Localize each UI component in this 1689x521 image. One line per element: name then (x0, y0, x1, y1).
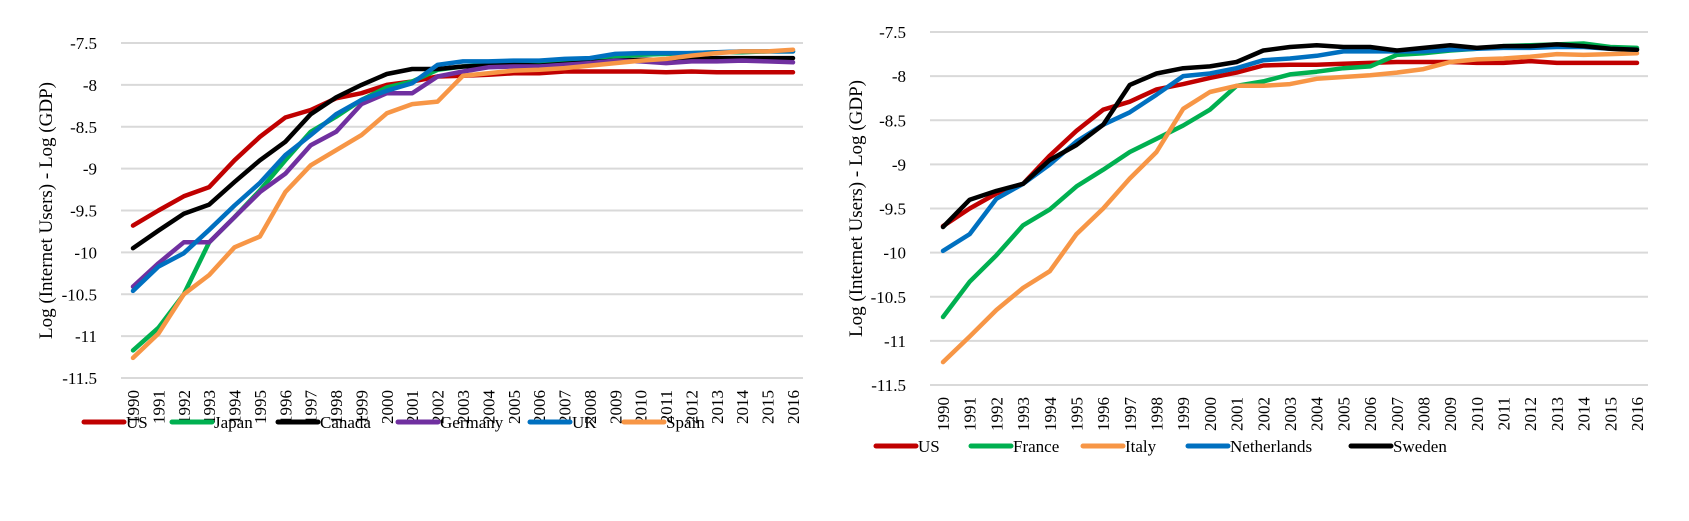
x-tick-label: 1990 (124, 390, 143, 424)
y-tick-label: -10.5 (871, 288, 906, 307)
x-tick-label: 2013 (708, 390, 727, 424)
x-tick-label: 1992 (987, 397, 1006, 431)
y-axis-label: Log (Internet Users) - Log (GDP) (846, 80, 867, 337)
x-tick-label: 2009 (1441, 397, 1460, 431)
series-line-netherlands (940, 44, 1640, 254)
y-tick-label: -8.5 (70, 118, 97, 137)
y-tick-label: -8 (83, 76, 97, 95)
x-tick-label: 1995 (251, 390, 270, 424)
x-tick-label: 2004 (479, 390, 498, 425)
chart-left: -7.5 -8 -8.5 -9 -9.5 -10 -10.5 -11 -11.5 Log (Int… (36, 34, 803, 432)
x-tick-label: 1998 (327, 390, 346, 424)
x-tick-label: 1996 (1094, 397, 1113, 431)
x-tick-label: 2008 (581, 390, 600, 424)
x-tick-label: 1991 (961, 397, 980, 431)
y-tick-label: -11 (75, 327, 97, 346)
x-tick-label: 2014 (1575, 397, 1594, 432)
y-tick-label: -9 (892, 155, 906, 174)
y-axis-label: Log (Internet Users) - Log (GDP) (36, 82, 57, 339)
series-line-japan (130, 49, 796, 353)
series-line-us (130, 69, 796, 228)
series-line-italy (940, 50, 1640, 365)
chart-right: -7.5 -8 -8.5 -9 -9.5 -10 -10.5 -11 -11.5 Log (Int… (846, 23, 1648, 456)
x-tick-label: 1994 (226, 390, 245, 425)
x-tick-label: 2011 (1495, 397, 1514, 430)
y-tick-label: -10 (883, 244, 906, 263)
y-tick-label: -8.5 (879, 111, 906, 130)
series-line-sweden (940, 42, 1640, 230)
x-tick-label: 2012 (682, 390, 701, 424)
y-tick-label: -8 (892, 67, 906, 86)
x-tick-label: 1997 (1121, 397, 1140, 432)
x-tick-label: 2009 (606, 390, 625, 424)
x-tick-label: 2002 (429, 390, 448, 424)
x-tick-label: 2003 (454, 390, 473, 424)
x-tick-label: 2005 (505, 390, 524, 424)
x-tick-label: 2012 (1521, 397, 1540, 431)
x-tick-label: 1998 (1148, 397, 1167, 431)
legend-label-sweden: Sweden (1393, 437, 1447, 456)
x-tick-label: 2015 (1601, 397, 1620, 431)
x-tick-label: 2011 (657, 390, 676, 423)
y-tick-label: -7.5 (70, 34, 97, 53)
legend-label-canada: Canada (320, 413, 371, 432)
x-tick-label: 2001 (403, 390, 422, 424)
x-tick-label: 2014 (733, 390, 752, 425)
series-line-canada (130, 55, 796, 251)
legend-label-us: US (126, 413, 148, 432)
legend-label-us: US (918, 437, 940, 456)
x-tick-label: 1995 (1067, 397, 1086, 431)
legend-label-japan: Japan (214, 413, 253, 432)
x-tick-label: 2007 (556, 390, 575, 425)
x-tick-label: 2008 (1414, 397, 1433, 431)
series-line-germany (130, 58, 796, 289)
x-tick-label: 1999 (1174, 397, 1193, 431)
x-tick-label: 1991 (149, 390, 168, 424)
x-tick-label: 2005 (1334, 397, 1353, 431)
y-tick-label: -9.5 (70, 202, 97, 221)
x-tick-label: 2006 (530, 390, 549, 424)
series-line-uk (130, 49, 796, 294)
x-tick-label: 2004 (1308, 397, 1327, 432)
legend-label-uk: UK (572, 413, 597, 432)
x-tick-label: 1994 (1041, 397, 1060, 432)
legend-label-netherlands: Netherlands (1230, 437, 1312, 456)
series-line-us (940, 58, 1640, 229)
x-tick-label: 2010 (632, 390, 651, 424)
y-tick-label: -10.5 (62, 285, 97, 304)
x-tick-label: 1993 (1014, 397, 1033, 431)
legend-label-france: France (1013, 437, 1059, 456)
legend-label-italy: Italy (1125, 437, 1157, 456)
y-tick-label: -7.5 (879, 23, 906, 42)
legend-label-germany: Germany (440, 413, 504, 432)
x-tick-label: 2002 (1254, 397, 1273, 431)
y-tick-label: -9.5 (879, 200, 906, 219)
series-line-spain (130, 47, 796, 361)
x-tick-label: 1993 (200, 390, 219, 424)
legend-label-spain: Spain (666, 413, 705, 432)
x-tick-label: 2015 (759, 390, 778, 424)
x-tick-label: 2016 (1628, 397, 1647, 431)
x-tick-label: 1997 (302, 390, 321, 425)
x-tick-label: 1996 (276, 390, 295, 424)
x-tick-label: 2007 (1388, 397, 1407, 432)
x-tick-label: 2010 (1468, 397, 1487, 431)
x-tick-label: 1990 (934, 397, 953, 431)
y-tick-label: -11.5 (62, 369, 97, 388)
x-tick-label: 2003 (1281, 397, 1300, 431)
x-tick-label: 2000 (378, 390, 397, 424)
y-tick-label: -10 (74, 243, 97, 262)
y-tick-label: -9 (83, 160, 97, 179)
x-tick-label: 2016 (784, 390, 803, 424)
x-tick-label: 2001 (1228, 397, 1247, 431)
x-tick-label: 1999 (352, 390, 371, 424)
x-tick-label: 2000 (1201, 397, 1220, 431)
x-tick-label: 2006 (1361, 397, 1380, 431)
x-tick-label: 1992 (175, 390, 194, 424)
y-tick-label: -11.5 (871, 376, 906, 395)
y-tick-label: -11 (884, 332, 906, 351)
x-tick-label: 2013 (1548, 397, 1567, 431)
